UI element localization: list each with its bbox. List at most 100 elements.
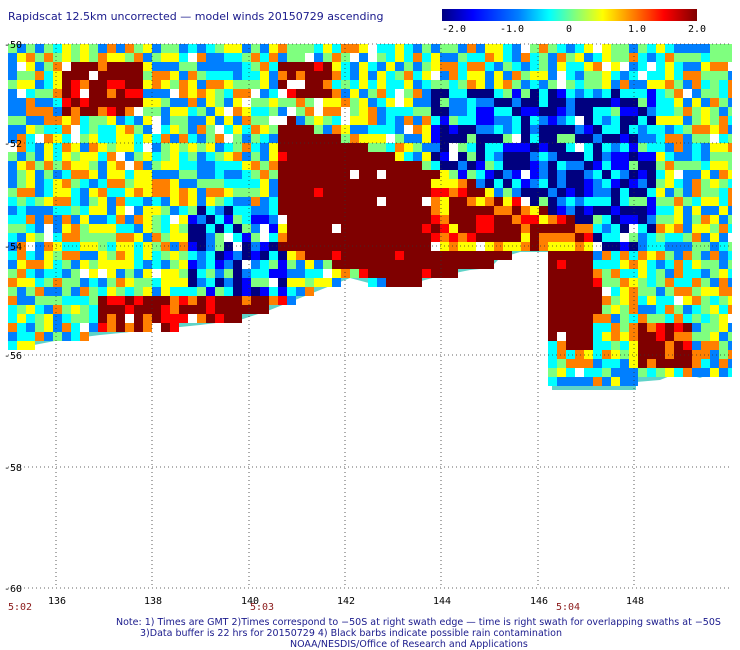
data-cell <box>224 242 233 251</box>
data-cell <box>368 71 377 80</box>
data-cell <box>395 260 404 269</box>
data-cell <box>566 188 575 197</box>
data-gap-cell <box>242 98 251 107</box>
data-cell <box>692 71 701 80</box>
data-cell <box>314 215 323 224</box>
data-cell <box>125 152 134 161</box>
data-cell <box>458 197 467 206</box>
data-cell <box>305 206 314 215</box>
data-cell <box>350 161 359 170</box>
data-cell <box>656 359 665 368</box>
data-cell <box>566 215 575 224</box>
data-cell <box>278 188 287 197</box>
data-cell <box>359 206 368 215</box>
data-cell <box>692 287 701 296</box>
data-cell <box>8 170 17 179</box>
data-cell <box>314 71 323 80</box>
data-gap-cell <box>422 197 431 206</box>
data-cell <box>323 44 332 53</box>
data-cell <box>449 89 458 98</box>
data-cell <box>593 215 602 224</box>
data-cell <box>98 314 107 323</box>
data-cell <box>701 125 710 134</box>
data-cell <box>431 206 440 215</box>
data-cell <box>368 125 377 134</box>
data-cell <box>206 125 215 134</box>
data-cell <box>710 368 719 377</box>
data-cell <box>593 251 602 260</box>
data-cell <box>449 242 458 251</box>
data-cell <box>107 287 116 296</box>
data-cell <box>242 71 251 80</box>
data-cell <box>386 260 395 269</box>
data-cell <box>89 143 98 152</box>
data-cell <box>395 224 404 233</box>
data-cell <box>377 80 386 89</box>
data-cell <box>314 125 323 134</box>
data-cell <box>332 179 341 188</box>
data-cell <box>125 296 134 305</box>
data-cell <box>611 242 620 251</box>
data-cell <box>215 242 224 251</box>
data-cell <box>251 53 260 62</box>
data-cell <box>494 242 503 251</box>
data-cell <box>440 98 449 107</box>
data-cell <box>269 134 278 143</box>
data-cell <box>116 53 125 62</box>
data-cell <box>233 305 242 314</box>
data-cell <box>611 143 620 152</box>
data-cell <box>611 98 620 107</box>
data-cell <box>521 62 530 71</box>
data-cell <box>395 233 404 242</box>
data-cell <box>458 206 467 215</box>
data-cell <box>62 170 71 179</box>
data-cell <box>530 233 539 242</box>
data-cell <box>53 98 62 107</box>
data-cell <box>98 161 107 170</box>
data-cell <box>611 161 620 170</box>
data-cell <box>26 170 35 179</box>
data-cell <box>692 44 701 53</box>
data-cell <box>620 143 629 152</box>
data-cell <box>323 170 332 179</box>
data-cell <box>215 116 224 125</box>
data-cell <box>683 179 692 188</box>
data-cell <box>593 179 602 188</box>
data-cell <box>269 89 278 98</box>
data-cell <box>467 215 476 224</box>
data-cell <box>656 260 665 269</box>
data-cell <box>143 107 152 116</box>
data-cell <box>278 224 287 233</box>
data-cell <box>548 233 557 242</box>
note-line: Note: 1) Times are GMT 2)Times correspon… <box>116 617 721 628</box>
data-cell <box>80 314 89 323</box>
data-cell <box>638 143 647 152</box>
data-cell <box>548 125 557 134</box>
data-cell <box>566 350 575 359</box>
data-cell <box>665 350 674 359</box>
data-cell <box>233 80 242 89</box>
data-cell <box>557 359 566 368</box>
data-cell <box>53 116 62 125</box>
data-cell <box>566 134 575 143</box>
data-cell <box>251 287 260 296</box>
data-cell <box>287 161 296 170</box>
data-cell <box>404 116 413 125</box>
data-cell <box>701 152 710 161</box>
data-cell <box>521 242 530 251</box>
data-cell <box>395 62 404 71</box>
data-cell <box>98 296 107 305</box>
data-cell <box>701 188 710 197</box>
data-cell <box>386 224 395 233</box>
data-cell <box>656 143 665 152</box>
data-cell <box>161 305 170 314</box>
colorbar-tick: -2.0 <box>442 24 466 35</box>
data-cell <box>557 188 566 197</box>
data-cell <box>323 116 332 125</box>
data-cell <box>683 80 692 89</box>
data-cell <box>170 71 179 80</box>
data-cell <box>638 233 647 242</box>
data-cell <box>278 296 287 305</box>
data-cell <box>98 152 107 161</box>
data-cell <box>341 260 350 269</box>
